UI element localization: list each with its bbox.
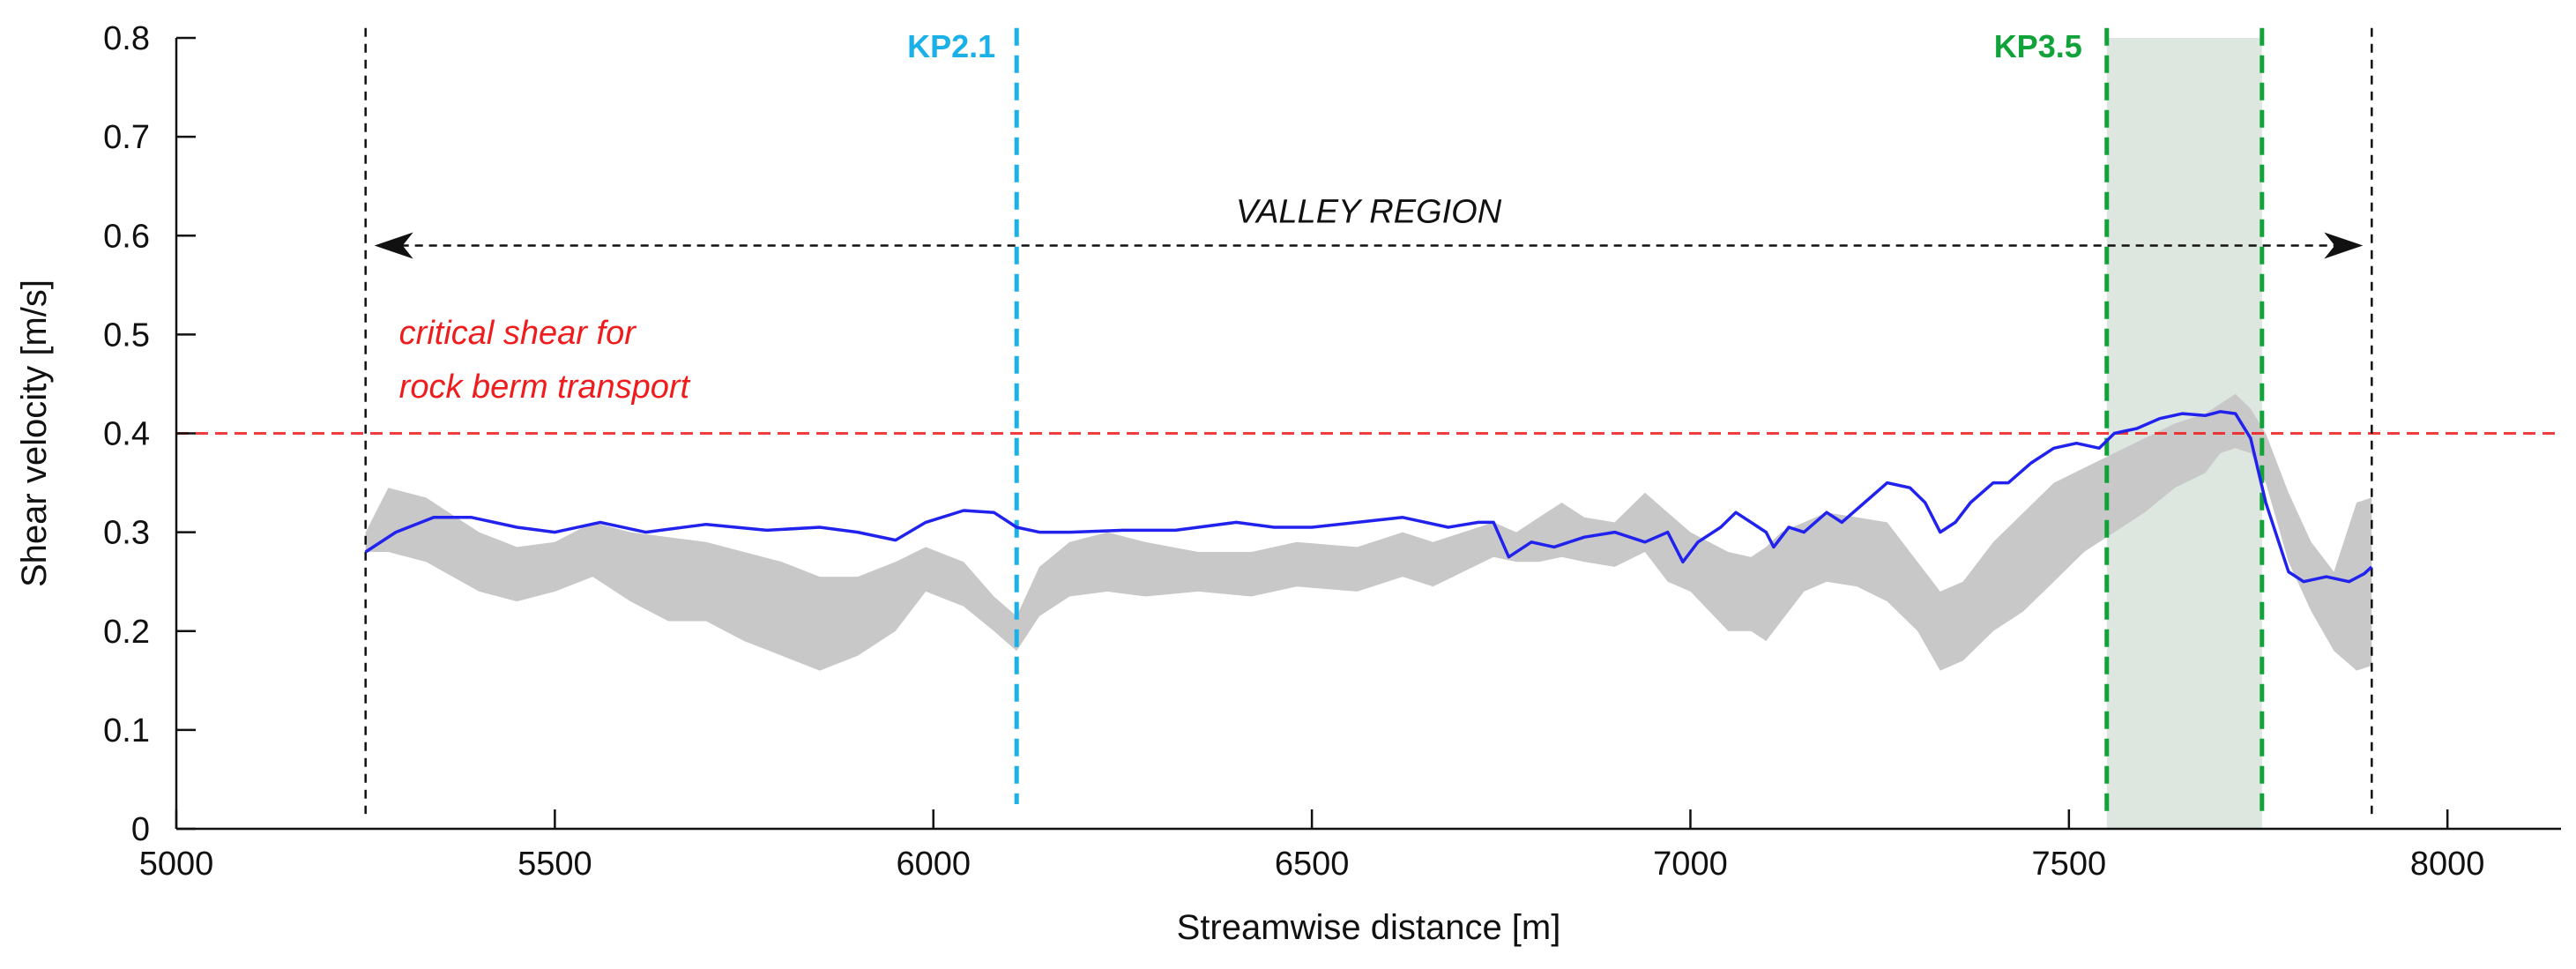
valley-region-label: VALLEY REGION bbox=[1236, 193, 1502, 230]
x-tick-label: 6000 bbox=[896, 846, 971, 883]
y-tick-label: 0.2 bbox=[103, 614, 150, 651]
arrow-left-icon bbox=[374, 232, 413, 259]
x-tick-label: 7500 bbox=[2032, 846, 2107, 883]
y-axis-title: Shear velocity [m/s] bbox=[15, 280, 54, 587]
annotation-layer: KP2.1 KP3.5 VALLEY REGION critical shear… bbox=[374, 28, 2364, 406]
kp21-label: KP2.1 bbox=[907, 28, 995, 64]
x-tick-label: 6500 bbox=[1275, 846, 1350, 883]
x-tick-label: 5500 bbox=[517, 846, 592, 883]
arrow-right-icon bbox=[2324, 232, 2364, 259]
y-tick-label: 0.3 bbox=[103, 515, 150, 552]
kp35-label: KP3.5 bbox=[1994, 28, 2082, 64]
y-tick-label: 0.7 bbox=[103, 119, 150, 156]
x-tick-label: 8000 bbox=[2410, 846, 2485, 883]
vertical-lines-layer bbox=[364, 27, 2373, 819]
critical-shear-label-line1: critical shear for bbox=[399, 315, 637, 352]
range-band bbox=[365, 393, 2372, 671]
y-tick-label: 0.4 bbox=[103, 416, 150, 453]
x-tick-label: 5000 bbox=[139, 846, 214, 883]
y-tick-label: 0.1 bbox=[103, 712, 150, 749]
y-tick-label: 0 bbox=[131, 811, 150, 848]
y-tick-label: 0.6 bbox=[103, 218, 150, 255]
series-line-layer bbox=[364, 410, 2373, 584]
x-tick-label: 7000 bbox=[1653, 846, 1728, 883]
x-axis-title: Streamwise distance [m] bbox=[1177, 908, 1561, 947]
y-tick-label: 0.8 bbox=[103, 20, 150, 57]
axes-layer: 0 0.1 0.2 0.3 0.4 0.5 0.6 0.7 0.8 5000 5500 6000 650… bbox=[103, 20, 2561, 883]
y-tick-label: 0.5 bbox=[103, 317, 150, 354]
range-band-layer bbox=[365, 393, 2372, 671]
critical-shear-label-line2: rock berm transport bbox=[399, 369, 691, 406]
shear-velocity-line bbox=[364, 410, 2373, 584]
